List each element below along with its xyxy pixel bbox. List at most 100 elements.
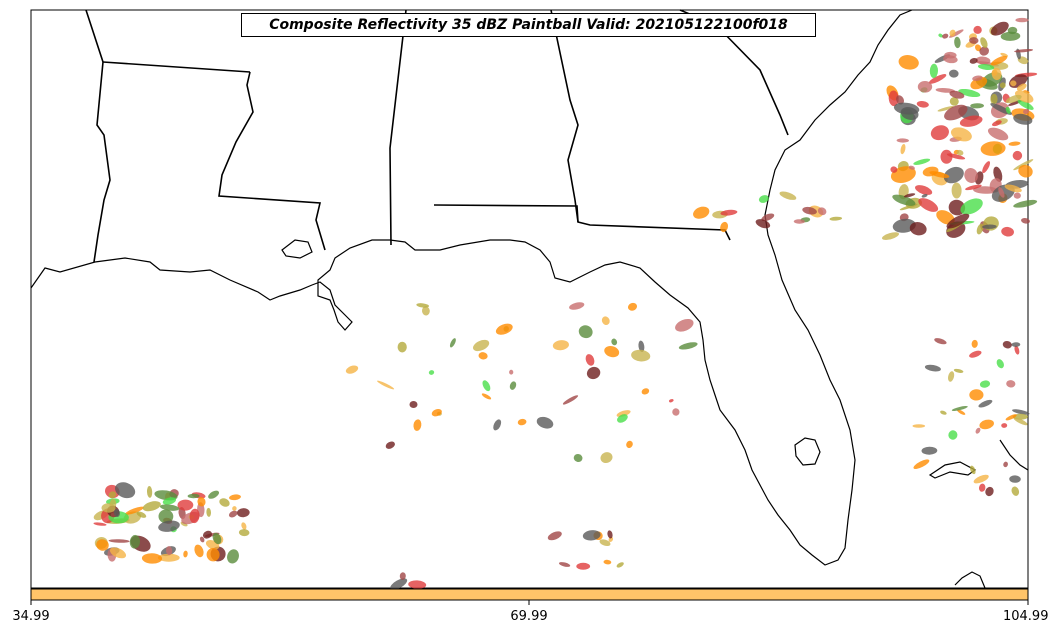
paintball-blob xyxy=(165,546,173,556)
paintball-blob xyxy=(641,388,650,395)
paintball-blob xyxy=(964,167,978,184)
paintball-blob xyxy=(397,341,407,353)
state-borders xyxy=(85,9,789,263)
paintball-blob xyxy=(1005,414,1017,421)
paintball-blob xyxy=(413,419,422,431)
paintball-blob xyxy=(1011,342,1021,347)
paintball-blob xyxy=(979,46,990,56)
paintball-blob xyxy=(125,506,144,515)
paintball-blob xyxy=(1008,141,1021,146)
paintball-blob xyxy=(678,342,698,350)
paintball-blob xyxy=(893,102,920,115)
paintball-blob xyxy=(1004,184,1022,193)
paintball-blob xyxy=(576,562,591,570)
paintball-blob xyxy=(142,501,161,512)
paintball-blob xyxy=(985,486,994,497)
paintball-blob xyxy=(141,553,163,564)
paintball-blob xyxy=(973,474,989,484)
paintball-blob xyxy=(944,104,968,121)
paintball-blob xyxy=(1012,150,1023,161)
paintball-blob xyxy=(558,562,571,567)
paintball-blob xyxy=(1013,417,1028,426)
paintball-blob xyxy=(965,184,982,191)
paintball-blob xyxy=(917,80,933,93)
paintball-blob xyxy=(913,158,931,165)
paintball-blob xyxy=(890,166,898,173)
paintball-blob xyxy=(473,339,490,352)
paintball-blob xyxy=(987,127,1009,141)
paintball-blobs xyxy=(93,17,1038,590)
paintball-blob xyxy=(482,380,491,392)
paintball-blob xyxy=(943,166,964,184)
paintball-blob xyxy=(1000,52,1009,57)
paintball-blob xyxy=(982,161,991,174)
paintball-blob xyxy=(975,44,982,52)
paintball-blob xyxy=(979,419,994,430)
paintball-blob xyxy=(915,185,933,195)
paintball-blob xyxy=(972,75,983,81)
paintball-blob xyxy=(345,365,359,374)
border-arkansas-louisiana xyxy=(102,61,251,73)
paintball-blob xyxy=(940,149,953,164)
paintball-blob xyxy=(1017,99,1034,110)
paintball-blob xyxy=(1013,192,1021,199)
paintball-blob xyxy=(603,559,612,565)
paintball-blob xyxy=(478,352,488,360)
paintball-blob xyxy=(758,195,769,203)
paintball-blob xyxy=(761,213,775,222)
paintball-blob xyxy=(802,206,817,215)
paintball-blob xyxy=(908,165,915,170)
paintball-blob xyxy=(980,141,1006,156)
paintball-blob xyxy=(1001,226,1014,237)
paintball-blob xyxy=(971,339,978,348)
paintball-blob xyxy=(96,539,109,551)
paintball-blob xyxy=(990,21,1009,36)
paintball-blob xyxy=(912,424,926,428)
paintball-blob xyxy=(162,497,177,505)
paintball-blob xyxy=(755,219,771,229)
paintball-blob xyxy=(136,511,147,518)
paintball-blob xyxy=(1018,164,1033,178)
paintball-blob xyxy=(108,539,130,543)
paintball-blob xyxy=(227,549,239,564)
paintball-blob xyxy=(93,522,107,526)
paintball-blob xyxy=(228,510,238,518)
paintball-blob xyxy=(129,534,141,549)
paintball-blob xyxy=(1002,340,1012,349)
paintball-blob xyxy=(960,198,983,215)
map-frame xyxy=(30,9,1029,589)
paintball-blob xyxy=(585,354,595,366)
paintball-blob xyxy=(975,56,991,65)
paintball-blob xyxy=(948,371,955,382)
bahamas-andros xyxy=(928,461,977,479)
paintball-blob xyxy=(892,194,916,206)
paintball-blob xyxy=(949,29,956,37)
paintball-blob xyxy=(604,346,620,358)
paintball-blob xyxy=(1014,345,1020,355)
colorbar-tick-label-max: 104.99 xyxy=(1002,609,1049,624)
paintball-blob xyxy=(969,465,976,475)
paintball-blob xyxy=(416,303,430,308)
paintball-blob xyxy=(829,216,843,221)
paintball-blob xyxy=(552,340,569,351)
paintball-blob xyxy=(180,521,188,527)
paintball-blob xyxy=(949,69,959,78)
paintball-blob xyxy=(582,530,601,541)
paintball-blob xyxy=(1005,94,1022,104)
paintball-blob xyxy=(1003,461,1008,468)
paintball-blob xyxy=(946,213,970,229)
paintball-blob xyxy=(959,115,983,127)
paintball-blob xyxy=(586,366,601,380)
paintball-blob xyxy=(1001,423,1008,428)
paintball-blob xyxy=(929,63,939,78)
paintball-blob xyxy=(159,504,180,511)
paintball-blob xyxy=(377,380,395,390)
paintball-blob xyxy=(996,359,1004,369)
paintball-blob xyxy=(421,306,430,316)
border-florida-alabama xyxy=(433,204,731,241)
paintball-blob xyxy=(949,90,965,99)
paintball-blob xyxy=(385,441,395,449)
paintball-blob xyxy=(431,409,442,417)
paintball-blob xyxy=(909,222,927,236)
